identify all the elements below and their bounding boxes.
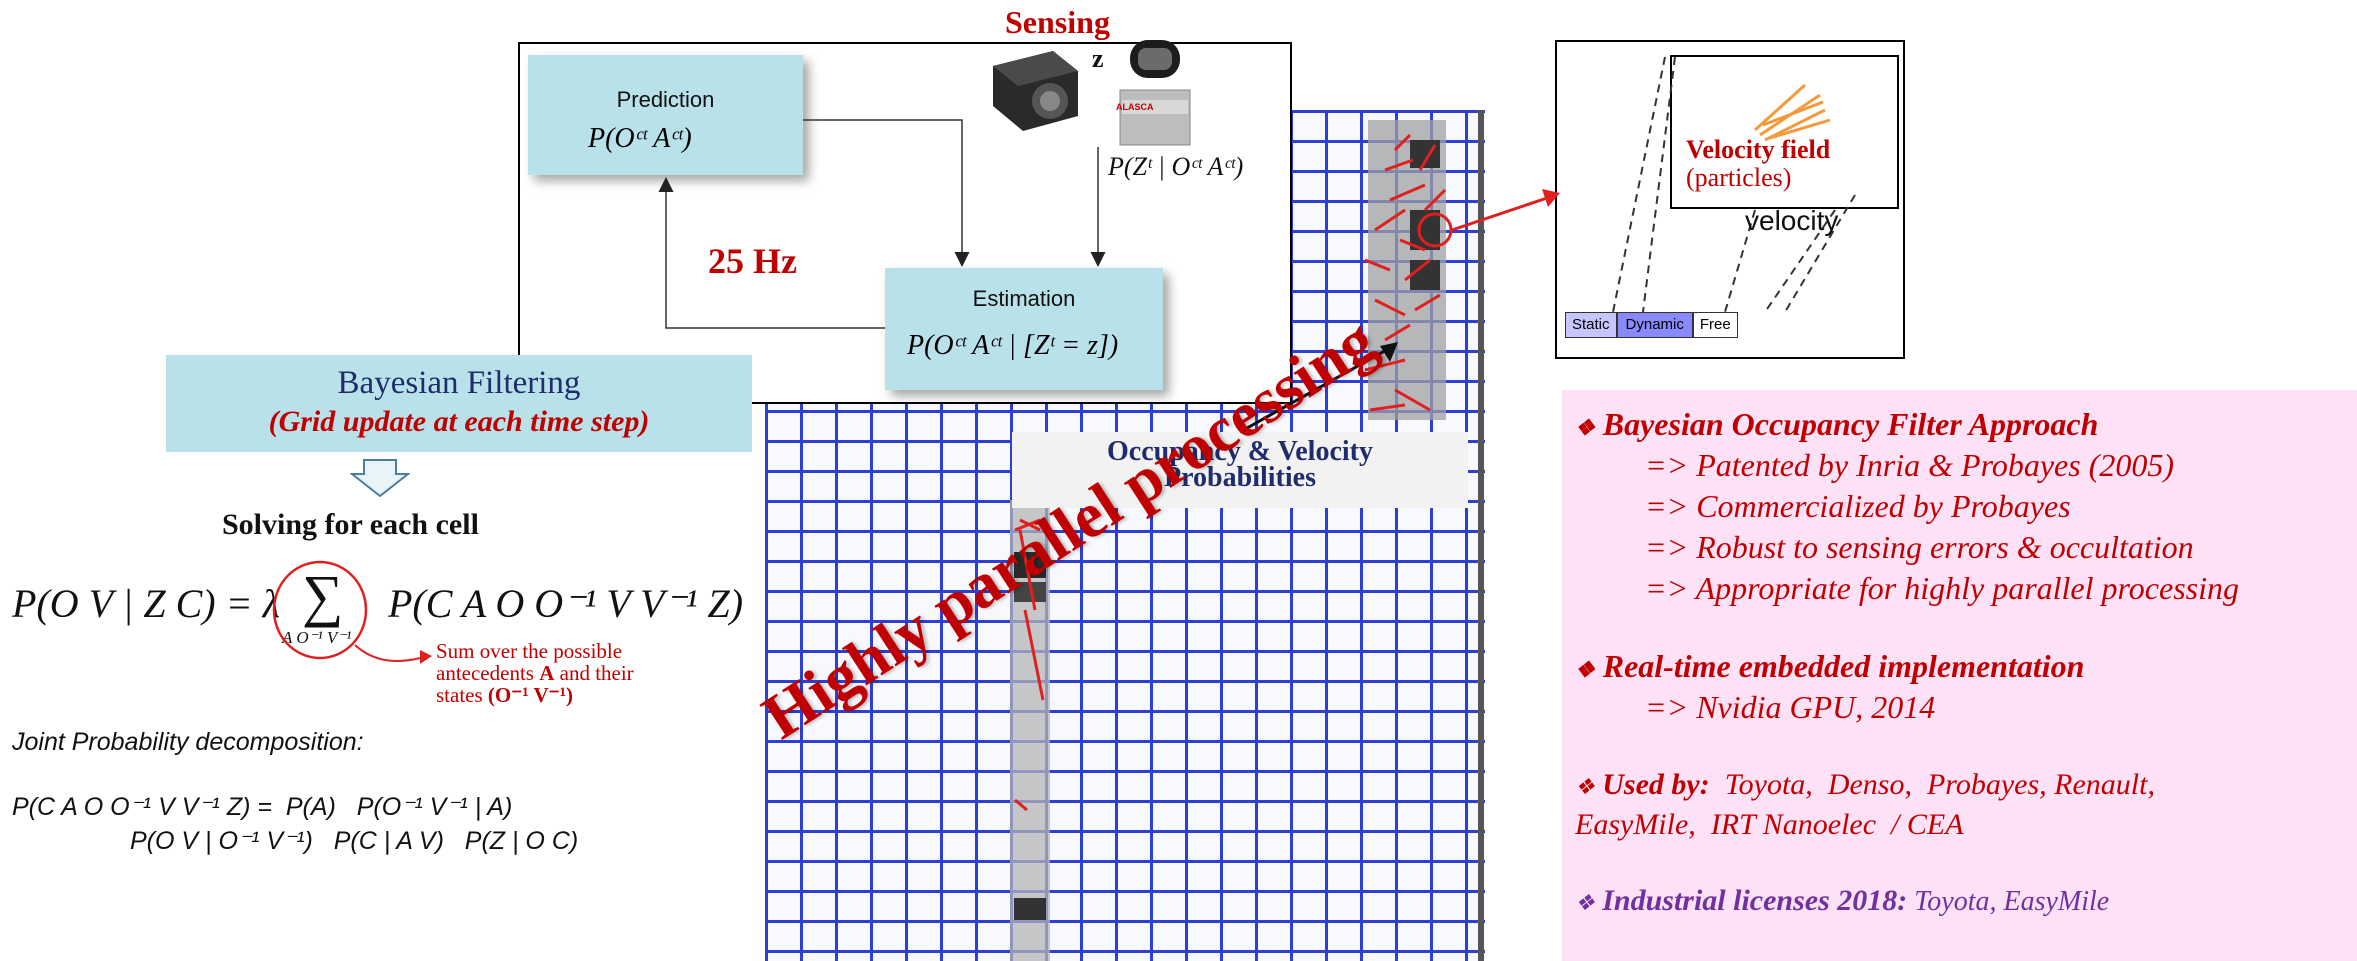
feature-sub-3: => Robust to sensing errors & occultatio… [1645,529,2194,565]
feature-bullet-2: ❖ Real-time embedded implementation [1575,648,2084,685]
joint-heading: Joint Probability decomposition: [12,728,364,756]
feature-bullet-3: ❖ Used by: Toyota, Denso, Probayes, Rena… [1575,768,2155,802]
sum-note-line1: Sum over the possible [436,639,623,663]
joint-line1: P(C A O O⁻¹ V V⁻¹ Z) = P(A) P(O⁻¹ V⁻¹ | … [12,793,513,821]
diamond-bullet-icon: ❖ [1575,657,1595,682]
diamond-bullet-icon: ❖ [1575,774,1595,799]
prediction-title: Prediction [616,87,715,112]
sum-highlight [272,560,432,664]
velocity-field-title: Velocity field [1686,135,1831,164]
grid-border [1478,110,1484,961]
state-static: Static [1565,312,1617,338]
feature-bullet-1: ❖ Bayesian Occupancy Filter Approach [1575,406,2098,443]
prediction-formula: P(Oᶜᵗ Aᶜᵗ) [588,123,692,154]
feature-sub-4: => Appropriate for highly parallel proce… [1645,570,2239,606]
velocity-diagram [1555,56,1856,332]
feature-sub-5: => Nvidia GPU, 2014 [1645,689,1936,725]
sensing-title: Sensing [1005,4,1110,40]
feature-bullet-3-line2: EasyMile, IRT Nanoelec / CEA [1575,808,1964,841]
bayesian-filtering-box: Bayesian Filtering (Grid update at each … [166,355,752,452]
equation-sum-index: A O⁻¹ V⁻¹ [282,628,352,647]
feature-bullet-4-text: Toyota, EasyMile [1907,886,2110,917]
occupancy-label-line1: Occupancy & Velocity [1107,436,1373,467]
joint-line2: P(O V | O⁻¹ V⁻¹) P(C | A V) P(Z | O C) [130,827,579,855]
feature-bullet-2-text: Real-time embedded implementation [1602,648,2085,684]
occupied-cell [1014,582,1046,602]
velocity-field-box [1670,55,1899,209]
z-label: z [1092,44,1104,73]
occupancy-label-line2: Probabilities [1164,462,1316,493]
state-dynamic: Dynamic [1616,312,1693,338]
grid-particles [1014,133,1453,812]
state-bar: Static Dynamic Free [1565,312,1738,338]
diamond-bullet-icon: ❖ [1575,415,1595,440]
lidar-brand: ALASCA [1116,102,1154,112]
feature-sub-2: => Commercialized by Probayes [1645,488,2071,524]
loop-arrows [658,119,1106,329]
sensor-model-formula: P(Zᵗ | Oᶜᵗ Aᶜᵗ) [1108,152,1244,181]
sum-note-line2: antecedents A and their [436,662,634,684]
zoom-arrow [1451,189,1560,232]
velocity-field-subtitle: (particles) [1686,163,1792,192]
feature-bullet-3-text: Toyota, Denso, Probayes, Renault, [1709,768,2155,801]
occupied-cell [1014,898,1046,920]
update-rate: 25 Hz [708,241,797,281]
equation-sum-symbol: ∑ [302,563,344,628]
sum-note-text: and their [554,661,634,685]
down-arrow-icon [350,459,410,498]
sum-note-text: antecedents [436,661,540,685]
camera-icon [993,51,1078,131]
sum-note-bold: A [539,661,555,685]
sum-note-line3: states (O⁻¹ V⁻¹) [436,684,634,706]
velocity-axis-label: velocity [1745,205,1839,236]
feature-bullet-4: ❖ Industrial licenses 2018: Toyota, Easy… [1575,884,2109,918]
lidar-icon [1119,40,1191,146]
feature-bullet-4-bold: Industrial licenses 2018: [1602,884,1908,917]
features-panel [1562,390,2357,961]
estimation-box: Estimation P(Oᶜᵗ Aᶜᵗ | [Zᵗ = z]) [885,268,1163,390]
diamond-bullet-icon: ❖ [1575,890,1595,915]
occupied-cell [1014,552,1046,578]
feature-bullet-3-bold: Used by: [1602,768,1710,801]
estimation-formula: P(Oᶜᵗ Aᶜᵗ | [Zᵗ = z]) [907,330,1119,361]
prediction-box: Prediction P(Oᶜᵗ Aᶜᵗ) [528,55,803,175]
bayes-subtitle: (Grid update at each time step) [268,405,650,438]
feature-sub-1: => Patented by Inria & Probayes (2005) [1645,447,2174,483]
solving-heading: Solving for each cell [222,508,479,541]
sum-note-bold: (O⁻¹ V⁻¹) [487,683,574,707]
feature-bullet-1-text: Bayesian Occupancy Filter Approach [1602,406,2099,442]
equation-lhs: P(O V | Z C) = λ [12,581,280,626]
estimation-title: Estimation [972,286,1076,311]
label-pointer-arrow [1239,342,1398,434]
equation-rhs: P(C A O O⁻¹ V V⁻¹ Z) [388,581,744,626]
sum-note: Sum over the possible antecedents A and … [436,640,634,706]
bayes-title: Bayesian Filtering [337,365,581,401]
state-free: Free [1692,312,1738,338]
occupancy-label-box: Occupancy & Velocity Probabilities [1012,432,1468,508]
sum-note-text: states [436,683,488,707]
